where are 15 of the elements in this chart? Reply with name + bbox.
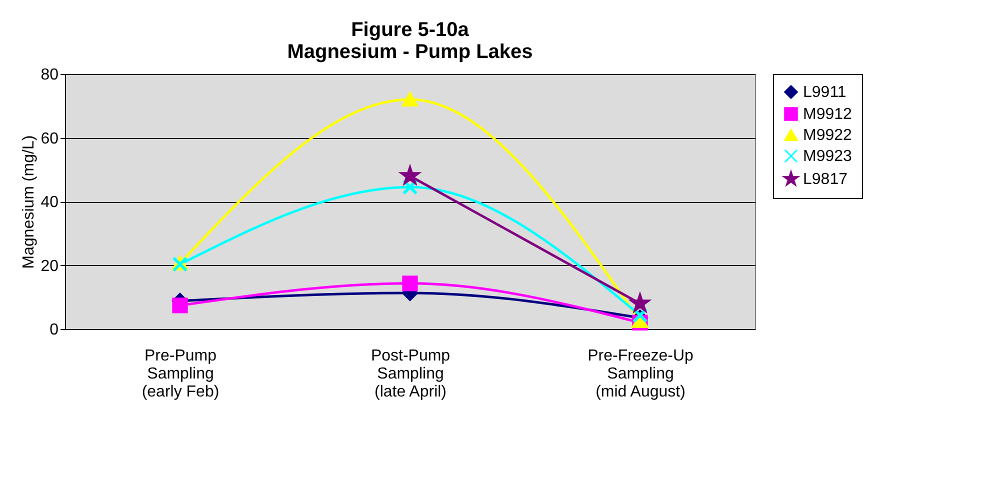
legend-label: L9911 (803, 84, 846, 101)
legend-label: M9923 (803, 148, 852, 165)
x-tick-label: Post-Pump Sampling (late April) (370, 348, 450, 400)
y-tick-label: 40 (40, 194, 59, 211)
y-tick-label: 60 (40, 130, 59, 148)
legend-label: L9817 (803, 171, 848, 188)
y-axis-title: Magnesium (mg/L) (20, 135, 38, 269)
y-tick-label: 0 (50, 322, 59, 338)
y-tick-label: 20 (40, 258, 59, 275)
y-tick-label: 80 (40, 66, 59, 84)
chart-title: Figure 5-10a Magnesium - Pump Lakes (287, 19, 533, 63)
legend-label: M9922 (803, 127, 852, 144)
x-tick-label: Pre-Freeze-Up Sampling (mid August) (588, 348, 694, 400)
x-tick-label: Pre-Pump Sampling (early Feb) (142, 348, 220, 400)
legend-label: M9912 (803, 106, 852, 123)
